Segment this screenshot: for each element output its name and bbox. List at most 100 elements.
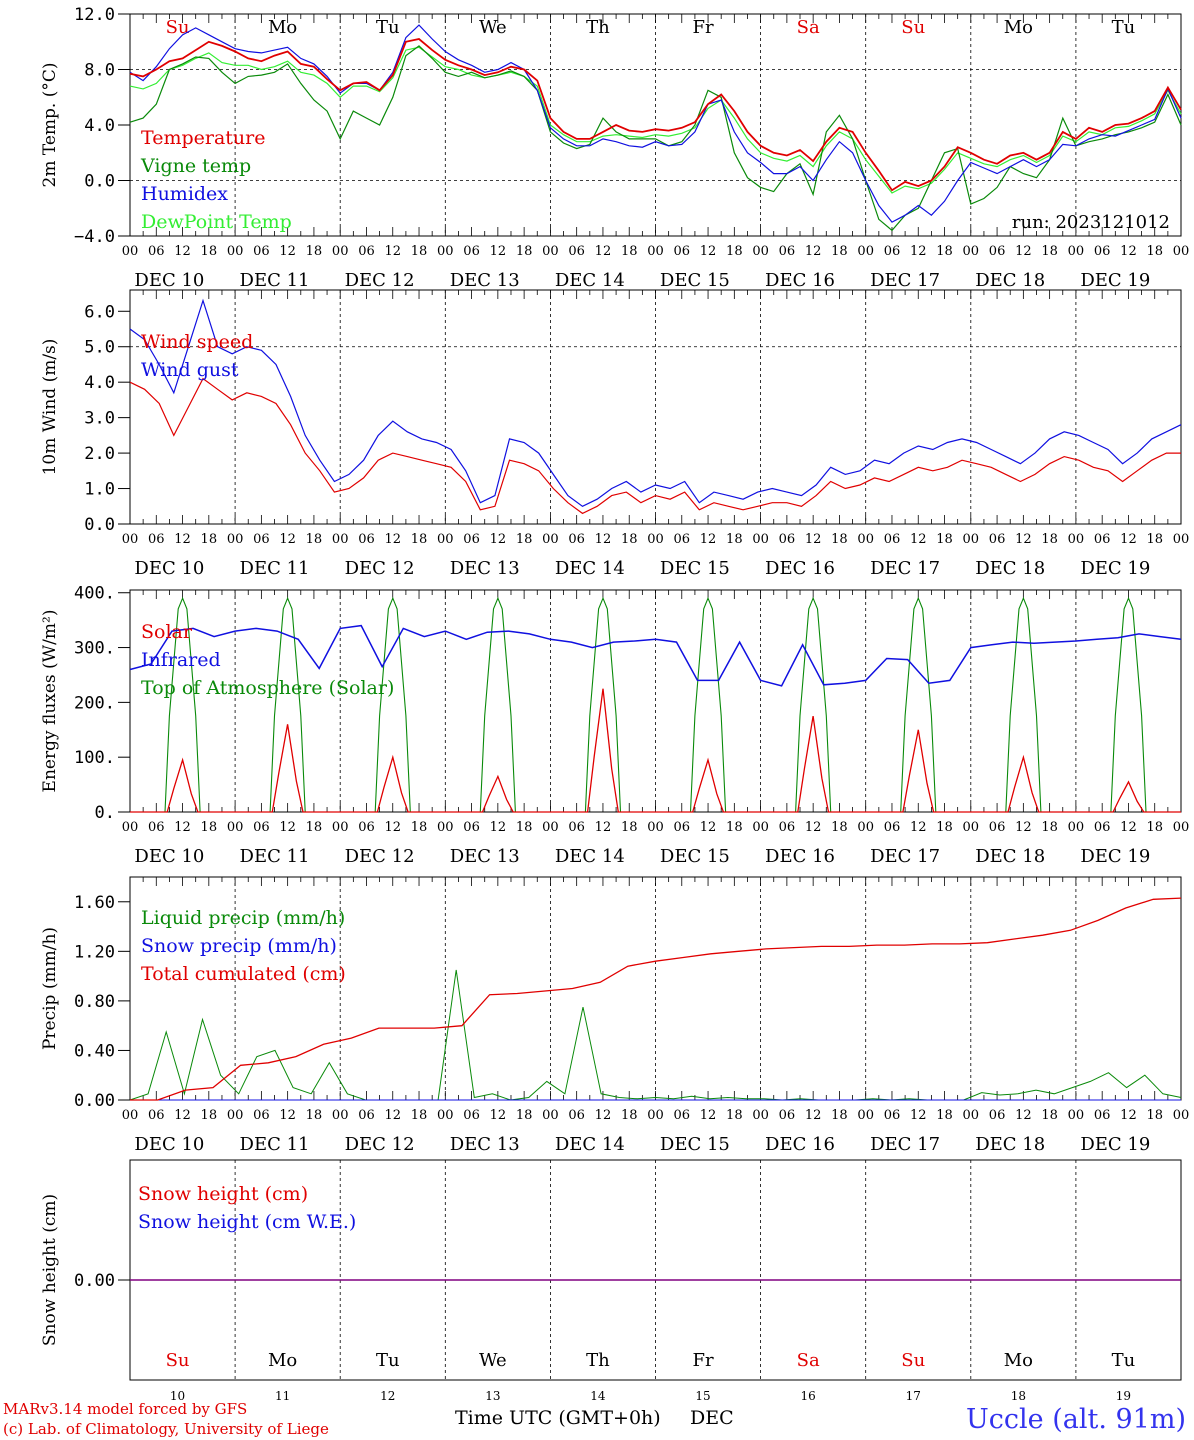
- hour-tick-label: 12: [174, 820, 191, 835]
- hour-tick-label: 18: [726, 820, 743, 835]
- hour-tick-label: 12: [700, 820, 717, 835]
- weekday-label: Tu: [376, 1350, 400, 1371]
- hour-tick-label: 00: [857, 532, 874, 547]
- hour-tick-label: 18: [411, 1108, 428, 1123]
- hour-tick-label: 00: [542, 1108, 559, 1123]
- weekday-label: Su: [901, 1350, 925, 1371]
- hour-tick-label: 06: [884, 820, 901, 835]
- y-tick-label: 3.0: [84, 409, 115, 429]
- hour-tick-label: 12: [595, 532, 612, 547]
- hour-tick-label: 00: [122, 244, 139, 259]
- hour-tick-label: 06: [358, 820, 375, 835]
- hour-tick-label: 06: [989, 1108, 1006, 1123]
- weekday-label: Su: [901, 17, 925, 38]
- weekday-label: Th: [586, 1350, 610, 1371]
- hour-tick-label: 00: [647, 244, 664, 259]
- weekday-label: Mo: [268, 1350, 297, 1371]
- panel-5: [118, 1159, 1182, 1381]
- hour-tick-label: 06: [779, 532, 796, 547]
- hour-tick-label: 00: [1173, 532, 1190, 547]
- date-label: DEC 11: [240, 558, 310, 579]
- y-tick-label: 0.00: [74, 1271, 115, 1291]
- legend-solar: Solar: [141, 621, 193, 643]
- hour-tick-label: 06: [568, 1108, 585, 1123]
- date-label: DEC 11: [240, 1134, 310, 1155]
- weekday-label: Tu: [1112, 1350, 1136, 1371]
- hour-tick-label: 18: [516, 532, 533, 547]
- hour-tick-label: 12: [174, 1108, 191, 1123]
- legend-infrared: Infrared: [141, 649, 221, 671]
- y-tick-label: 1.60: [74, 893, 115, 913]
- weekday-label: Sa: [797, 17, 820, 38]
- weekday-label: Th: [586, 17, 610, 38]
- date-label: DEC 16: [765, 558, 835, 579]
- hour-tick-label: 18: [1041, 244, 1058, 259]
- hour-tick-label: 12: [1015, 244, 1032, 259]
- hour-tick-label: 12: [1015, 532, 1032, 547]
- hour-tick-label: 00: [227, 532, 244, 547]
- hour-tick-label: 18: [831, 532, 848, 547]
- hour-tick-label: 00: [752, 532, 769, 547]
- hour-tick-label: 12: [384, 1108, 401, 1123]
- hour-tick-label: 00: [1173, 244, 1190, 259]
- hour-tick-label: 12: [1015, 820, 1032, 835]
- hour-tick-label: 18: [831, 820, 848, 835]
- hour-tick-label: 12: [1120, 244, 1137, 259]
- weekday-label: Fr: [693, 1350, 714, 1371]
- hour-tick-label: 18: [1041, 1108, 1058, 1123]
- hour-tick-label: 06: [253, 244, 270, 259]
- day-number: 10: [170, 1389, 185, 1403]
- legend-humidex: Humidex: [141, 183, 228, 205]
- hour-tick-label: 06: [568, 244, 585, 259]
- weekday-label: Tu: [1112, 17, 1136, 38]
- series-total-cumulated: [130, 897, 1182, 1101]
- date-label: DEC 11: [240, 846, 310, 867]
- hour-tick-label: 18: [201, 532, 218, 547]
- hour-tick-label: 06: [253, 820, 270, 835]
- hour-tick-label: 12: [595, 1108, 612, 1123]
- hour-tick-label: 06: [463, 820, 480, 835]
- hour-tick-label: 12: [595, 820, 612, 835]
- hour-tick-label: 00: [752, 820, 769, 835]
- hour-tick-label: 06: [358, 244, 375, 259]
- hour-tick-label: 18: [831, 244, 848, 259]
- date-label: DEC 11: [240, 270, 310, 291]
- hour-tick-label: 12: [805, 820, 822, 835]
- hour-tick-label: 18: [306, 532, 323, 547]
- day-number: 16: [801, 1389, 816, 1403]
- day-number: 19: [1116, 1389, 1131, 1403]
- weekday-label: We: [479, 1350, 507, 1371]
- date-label: DEC 19: [1080, 558, 1150, 579]
- hour-tick-label: 06: [674, 820, 691, 835]
- date-label: DEC 16: [765, 846, 835, 867]
- legend-vigne-temp: Vigne temp: [140, 155, 251, 177]
- y-axis-label: 2m Temp. (°C): [40, 62, 60, 187]
- date-label: DEC 19: [1080, 846, 1150, 867]
- hour-tick-label: 06: [148, 532, 165, 547]
- hour-tick-label: 12: [805, 1108, 822, 1123]
- weekday-label: Su: [166, 17, 190, 38]
- hour-tick-label: 12: [174, 244, 191, 259]
- hour-tick-label: 18: [411, 532, 428, 547]
- date-label: DEC 12: [345, 558, 415, 579]
- hour-tick-label: 18: [621, 820, 638, 835]
- hour-tick-label: 00: [963, 244, 980, 259]
- y-tick-label: 0.0: [84, 172, 115, 192]
- hour-tick-label: 00: [1068, 1108, 1085, 1123]
- y-tick-label: 2.0: [84, 444, 115, 464]
- hour-tick-label: 00: [963, 820, 980, 835]
- series-liquid-precip: [129, 969, 1182, 1101]
- hour-tick-label: 18: [621, 1108, 638, 1123]
- date-label: DEC 13: [450, 846, 520, 867]
- date-label: DEC 12: [345, 1134, 415, 1155]
- hour-tick-label: 12: [1015, 1108, 1032, 1123]
- hour-tick-label: 18: [936, 244, 953, 259]
- day-number: 12: [380, 1389, 395, 1403]
- hour-tick-label: 00: [437, 1108, 454, 1123]
- weekday-label: Sa: [797, 1350, 820, 1371]
- y-tick-label: 300.: [74, 639, 115, 659]
- date-label: DEC 18: [975, 1134, 1045, 1155]
- legend-snow-height-(cm-w.e.): Snow height (cm W.E.): [138, 1211, 356, 1233]
- hour-tick-label: 12: [490, 820, 507, 835]
- hour-tick-label: 06: [779, 820, 796, 835]
